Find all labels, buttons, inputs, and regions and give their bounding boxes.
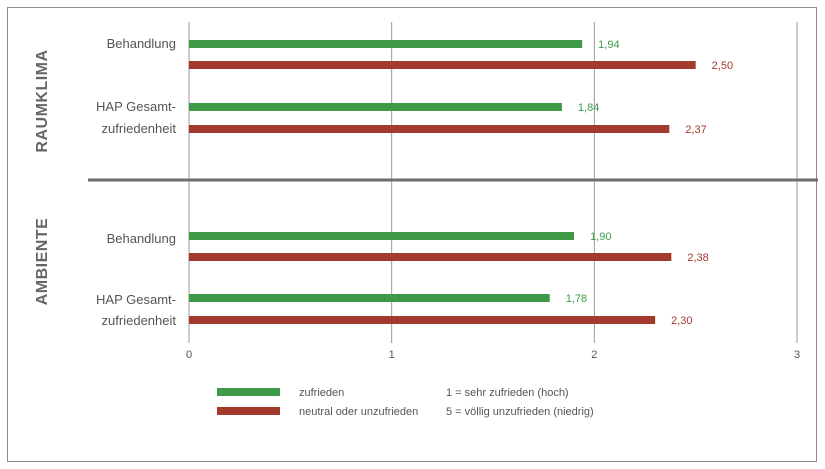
- section-label: AMBIENTE: [34, 218, 51, 306]
- category-label: Behandlung: [107, 36, 176, 51]
- legend-swatch: [217, 388, 280, 396]
- value-label: 1,78: [566, 293, 587, 305]
- legend-note: 1 = sehr zufrieden (hoch): [446, 387, 569, 399]
- bar-neutral-oder-unzufrieden: [189, 253, 672, 261]
- bar-zufrieden: [189, 294, 550, 302]
- value-label: 2,38: [687, 252, 708, 264]
- legend-note: 5 = völlig unzufrieden (niedrig): [446, 406, 594, 418]
- bar-zufrieden: [189, 103, 562, 111]
- bar-neutral-oder-unzufrieden: [189, 125, 670, 133]
- value-label: 2,30: [671, 315, 692, 327]
- x-tick-label: 3: [794, 349, 800, 361]
- x-tick-label: 2: [591, 349, 597, 361]
- value-label: 2,37: [685, 124, 706, 136]
- bar-neutral-oder-unzufrieden: [189, 61, 696, 69]
- value-label: 1,94: [598, 39, 619, 51]
- category-label: Behandlung: [107, 231, 176, 246]
- value-label: 2,50: [712, 60, 733, 72]
- legend-swatch: [217, 407, 280, 415]
- bar-zufrieden: [189, 40, 583, 48]
- legend-label: neutral oder unzufrieden: [299, 406, 418, 418]
- category-label: HAP Gesamt-zufriedenheit: [96, 99, 176, 136]
- value-label: 1,84: [578, 102, 599, 114]
- bar-neutral-oder-unzufrieden: [189, 316, 656, 324]
- value-label: 1,90: [590, 231, 611, 243]
- x-tick-label: 0: [186, 349, 192, 361]
- bar-zufrieden: [189, 232, 575, 240]
- category-label: HAP Gesamt-zufriedenheit: [96, 292, 176, 328]
- section-label: RAUMKLIMA: [34, 49, 51, 152]
- x-tick-label: 1: [389, 349, 395, 361]
- legend-label: zufrieden: [299, 387, 344, 399]
